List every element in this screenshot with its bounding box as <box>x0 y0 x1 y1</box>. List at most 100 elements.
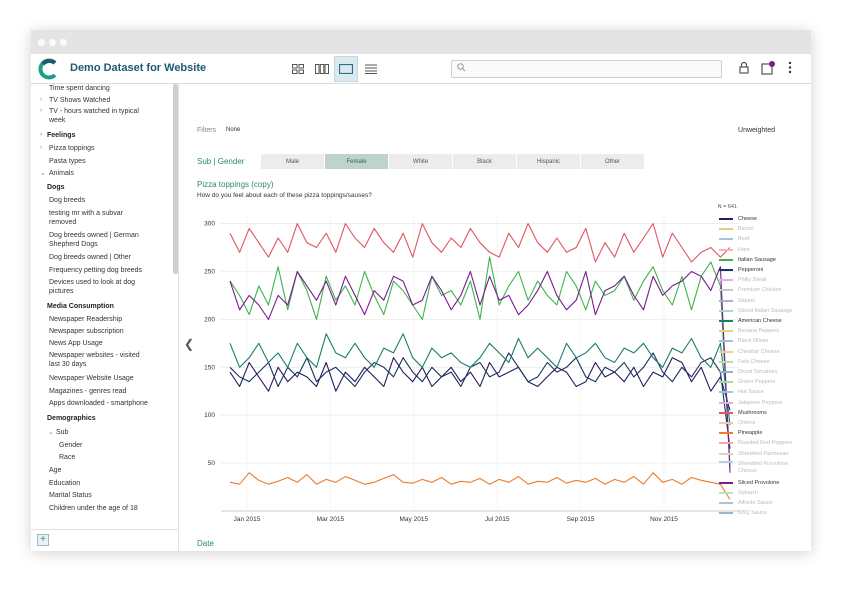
window-dot-icon[interactable] <box>49 39 56 46</box>
sidebar-item[interactable]: Apps downloaded - smartphone <box>49 400 148 407</box>
sidebar-item[interactable]: Age <box>49 467 62 474</box>
window-dot-icon[interactable] <box>38 39 45 46</box>
dataset-title[interactable]: Demo Dataset for Website <box>70 62 207 74</box>
sidebar-scrollbar[interactable] <box>173 84 178 274</box>
legend-item[interactable]: BBQ Sauce <box>719 510 767 516</box>
notifications-icon[interactable] <box>761 61 775 75</box>
legend-item[interactable]: Jalapeno Peppers <box>719 400 782 406</box>
sidebar-item[interactable]: Feelings <box>47 132 76 139</box>
filters-value[interactable]: None <box>226 127 241 133</box>
sidebar-item[interactable]: Animals <box>49 170 74 177</box>
legend-item[interactable]: Alfredo Sauce <box>719 500 773 506</box>
legend-item[interactable]: Feta Cheese <box>719 359 770 365</box>
sidebar-group-label[interactable]: Demographics <box>47 415 96 422</box>
sidebar-item[interactable]: Dog breeds <box>49 197 86 204</box>
sidebar-item[interactable]: Gender <box>59 442 83 449</box>
sidebar-item[interactable]: Race <box>59 454 76 461</box>
sidebar-item[interactable]: Dog breeds owned | Other <box>49 254 131 261</box>
legend-item[interactable]: Diced Tomatoes <box>719 369 777 375</box>
chevron-right-icon[interactable]: › <box>40 107 43 114</box>
sidebar-item[interactable]: Dog breeds owned | German Shepherd Dogs <box>49 232 139 248</box>
sidebar-item[interactable]: Education <box>49 480 81 487</box>
legend-item[interactable]: Black Olives <box>719 338 768 344</box>
legend-item[interactable]: Green Peppers <box>719 379 775 385</box>
sidebar-group-label[interactable]: Dogs <box>47 184 65 191</box>
legend-item[interactable]: Shredded Provolone Cheese <box>719 460 790 475</box>
legend-item[interactable]: Ham <box>719 247 750 253</box>
sidebar-item[interactable]: Sub <box>56 429 69 436</box>
search-icon <box>457 63 466 72</box>
chevron-right-icon[interactable]: › <box>40 131 43 138</box>
legend-item[interactable]: Banana Peppers <box>719 328 779 334</box>
window-dot-icon[interactable] <box>60 39 67 46</box>
legend-item[interactable]: Pepperoni <box>719 267 763 273</box>
sidebar-item[interactable]: TV Shows Watched <box>49 97 111 104</box>
sidebar-item[interactable]: News App Usage <box>49 340 103 347</box>
tab-white[interactable]: White <box>389 154 453 169</box>
legend-label: Philly Steak <box>738 277 767 284</box>
chevron-down-icon[interactable]: ⌄ <box>194 61 203 72</box>
sidebar-item[interactable]: Newspaper subscription <box>49 328 124 335</box>
sidebar-item[interactable]: Pizza toppings <box>49 145 95 152</box>
search-input[interactable] <box>451 60 722 78</box>
tab-male[interactable]: Male <box>261 154 325 169</box>
columns-view-button[interactable] <box>310 56 334 82</box>
legend-item[interactable]: Sliced Provolone <box>719 480 779 486</box>
legend-item[interactable]: Italian Sausage <box>719 257 776 263</box>
legend-swatch <box>719 492 733 494</box>
sidebar-footer: + <box>31 529 178 551</box>
sidebar-item[interactable]: Pasta types <box>49 158 86 165</box>
legend-item[interactable]: Cheese <box>719 216 757 222</box>
legend-item[interactable]: American Cheese <box>719 318 782 324</box>
legend-item[interactable]: Philly Steak <box>719 277 767 283</box>
legend-swatch <box>719 452 733 455</box>
legend-item[interactable]: Bacon <box>719 226 754 232</box>
legend-item[interactable]: Shredded Parmesan <box>719 451 788 457</box>
legend-item[interactable]: Spinach <box>719 490 758 496</box>
legend-item[interactable]: Premium Chicken <box>719 287 781 293</box>
sidebar-item[interactable]: Devices used to look at dog pictures <box>49 279 135 295</box>
chevron-left-icon[interactable]: ❮ <box>184 337 195 351</box>
sidebar-item[interactable]: Time spent dancing <box>49 85 110 92</box>
sidebar-item[interactable]: testing mr with a subvar removed <box>49 210 123 226</box>
sidebar-item[interactable]: TV - hours watched in typical week <box>49 108 139 124</box>
legend-item[interactable]: Cheddar Cheese <box>719 349 780 355</box>
more-options-icon[interactable] <box>788 61 792 74</box>
weighting-status[interactable]: Unweighted <box>738 127 775 134</box>
add-variable-button[interactable]: + <box>37 534 49 546</box>
single-view-button[interactable] <box>334 56 358 82</box>
legend-item[interactable]: Roasted Red Peppers <box>719 440 792 446</box>
sidebar-item[interactable]: Marital Status <box>49 492 92 499</box>
sidebar-item[interactable]: Newspaper websites - visited last 30 day… <box>49 352 140 368</box>
app-logo-icon[interactable] <box>38 58 60 80</box>
legend-item[interactable]: Pineapple <box>719 430 762 436</box>
chevron-down-icon[interactable]: ⌄ <box>48 429 54 436</box>
series-line-american-cheese <box>229 333 731 425</box>
legend-item[interactable]: Onions <box>719 420 755 426</box>
chevron-right-icon[interactable]: › <box>40 96 43 103</box>
tab-female[interactable]: Female <box>325 154 389 169</box>
legend-swatch <box>719 258 733 261</box>
tab-other[interactable]: Other <box>581 154 645 169</box>
tab-hispanic[interactable]: Hispanic <box>517 154 581 169</box>
sidebar-item[interactable]: Newspaper Readership <box>49 316 123 323</box>
tab-black[interactable]: Black <box>453 154 517 169</box>
legend-item[interactable]: Beef <box>719 236 749 242</box>
sidebar-item[interactable]: Newspaper Website Usage <box>49 375 134 382</box>
x-tick-label: Sep 2015 <box>567 516 595 523</box>
chevron-down-icon[interactable]: ⌄ <box>40 170 46 177</box>
legend-label: Spinach <box>738 490 758 496</box>
legend-label: Bacon <box>738 226 754 233</box>
legend-item[interactable]: Mushrooms <box>719 410 767 416</box>
sidebar-group-label[interactable]: Media Consumption <box>47 303 114 310</box>
table-view-button[interactable] <box>359 56 383 82</box>
chevron-right-icon[interactable]: › <box>40 144 43 151</box>
sidebar-item[interactable]: Frequency petting dog breeds <box>49 267 143 274</box>
legend-item[interactable]: Hot Sauce <box>719 389 764 395</box>
legend-item[interactable]: Salami <box>719 298 755 304</box>
sidebar-item[interactable]: Magazines - genres read <box>49 388 127 395</box>
lock-icon[interactable] <box>739 61 749 74</box>
legend-item[interactable]: Sliced Italian Sausage <box>719 308 792 314</box>
sidebar-item[interactable]: Children under the age of 18 <box>49 505 138 512</box>
grid-view-button[interactable] <box>286 56 310 82</box>
